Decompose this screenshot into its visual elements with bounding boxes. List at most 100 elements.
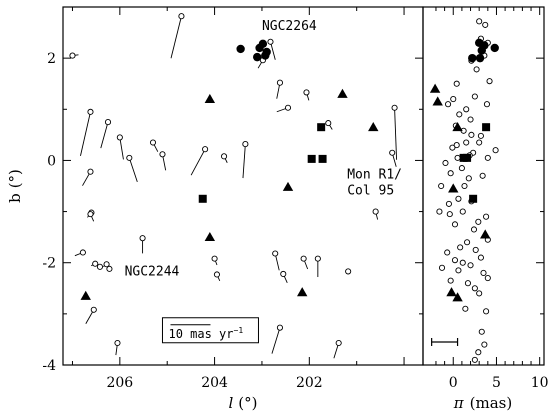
point-open-circle-11 (445, 101, 452, 108)
point-open-circle-35 (461, 182, 468, 190)
point-filled-triangle-3 (448, 183, 459, 193)
point-open-circle-28 (454, 154, 461, 161)
pi-tick-label-0: 0 (449, 375, 458, 391)
point-open-circle-38 (276, 324, 283, 331)
point-open-circle-12 (483, 101, 491, 108)
point-open-circle-14 (456, 111, 463, 118)
x-tick-label-206: 206 (106, 375, 133, 391)
point-open-circle-27 (492, 147, 499, 154)
vector-open-circle-10 (242, 144, 246, 179)
point-filled-triangle-1 (432, 96, 443, 106)
point-open-circle-30 (213, 271, 220, 278)
vector-open-circle-8 (190, 148, 206, 176)
left-axis-ticks (63, 6, 544, 366)
point-filled-square-2 (318, 154, 327, 163)
point-open-circle-4 (126, 154, 133, 161)
point-open-circle-61 (471, 285, 478, 292)
point-open-circle-52 (451, 257, 459, 264)
point-open-circle-31 (447, 170, 454, 177)
point-open-circle-21 (463, 139, 470, 146)
point-open-circle-68 (471, 356, 478, 363)
scale-bar-box: 10 mas yr−1 (161, 317, 259, 344)
point-open-circle-2 (104, 119, 112, 126)
left-panel-proper-motion-map: 206 204 202 -4 -2 0 2 NGC2264 Mon R1/ Col 95 N… (6, 6, 544, 412)
point-filled-triangle-0 (337, 88, 348, 98)
point-open-circle-58 (484, 275, 491, 282)
point-open-circle-9 (471, 93, 478, 100)
point-open-circle-26 (484, 154, 491, 161)
point-open-circle-36 (90, 306, 97, 313)
point-open-circle-36 (455, 195, 462, 202)
left-x-axis-label: l (°) (228, 394, 257, 412)
point-open-circle-45 (470, 226, 478, 233)
point-filled-triangle-0 (429, 83, 441, 93)
point-open-circle-20 (476, 139, 483, 146)
point-open-circle-1 (482, 21, 489, 28)
point-open-circle-53 (459, 259, 466, 266)
point-open-circle-67 (475, 349, 482, 356)
point-open-circle-57 (480, 269, 487, 276)
point-filled-triangle-5 (297, 287, 308, 297)
point-open-circle-18 (389, 149, 396, 156)
point-open-circle-19 (477, 132, 484, 139)
point-open-circle-56 (455, 267, 462, 274)
point-open-circle-35 (345, 268, 352, 275)
point-open-circle-55 (438, 264, 446, 271)
point-open-circle-15 (467, 116, 474, 123)
point-open-circle-6 (473, 66, 480, 73)
point-filled-triangle-1 (204, 93, 216, 103)
left-axis-tick-labels: 206 204 202 -4 -2 0 2 (42, 51, 322, 391)
vector-open-circle-1 (80, 111, 91, 156)
point-open-circle-39 (436, 208, 443, 215)
point-open-circle-49 (472, 246, 479, 253)
point-open-circle-17 (391, 104, 398, 111)
y-tick-label-2: 2 (47, 51, 56, 67)
annotation-ngc2264: NGC2264 (262, 19, 317, 34)
point-open-circle-37 (114, 339, 121, 347)
point-filled-triangle-4 (204, 231, 216, 242)
point-open-circle-34 (438, 182, 445, 190)
point-filled-triangle-5 (446, 287, 457, 297)
point-filled-circle-3 (480, 41, 489, 50)
vector-open-circle-4 (128, 157, 138, 183)
right-data-points (429, 18, 499, 363)
point-open-circle-44 (451, 221, 459, 228)
point-open-circle-19 (372, 208, 379, 215)
point-open-circle-50 (444, 249, 451, 256)
point-filled-square-3 (198, 194, 207, 203)
point-open-circle-3 (116, 134, 123, 141)
point-open-circle-8 (453, 80, 460, 87)
point-open-circle-9 (221, 153, 228, 160)
point-filled-triangle-2 (452, 121, 463, 132)
point-open-circle-14 (284, 104, 292, 111)
point-open-circle-64 (483, 308, 490, 315)
point-open-circle-0 (476, 18, 483, 25)
point-open-circle-20 (87, 168, 94, 175)
point-open-circle-48 (457, 244, 464, 251)
point-open-circle-33 (465, 175, 472, 182)
scale-bar-label: 10 mas yr−1 (168, 326, 243, 341)
point-filled-triangle-3 (282, 181, 294, 191)
point-open-circle-30 (458, 165, 465, 172)
point-filled-square-3 (469, 194, 478, 203)
point-open-circle-51 (477, 254, 484, 261)
point-open-circle-23 (449, 144, 456, 151)
point-open-circle-13 (276, 79, 283, 86)
right-plot-frame (422, 6, 545, 366)
point-open-circle-47 (464, 239, 471, 246)
point-filled-triangle-4 (480, 229, 491, 239)
scale-bar-label-exponent: −1 (234, 326, 244, 335)
pi-tick-label-10: 10 (531, 375, 549, 391)
point-open-circle-1 (87, 108, 94, 115)
scale-bar-label-main: 10 mas yr (168, 327, 233, 341)
point-filled-square-1 (307, 154, 316, 163)
point-open-circle-6 (159, 151, 166, 158)
point-open-circle-31 (272, 250, 279, 257)
point-open-circle-28 (139, 235, 146, 242)
point-open-circle-65 (478, 328, 485, 335)
point-open-circle-39 (335, 339, 342, 347)
point-filled-square-0 (317, 123, 326, 132)
vector-open-circle-3 (119, 137, 124, 160)
point-open-circle-16 (325, 120, 332, 127)
